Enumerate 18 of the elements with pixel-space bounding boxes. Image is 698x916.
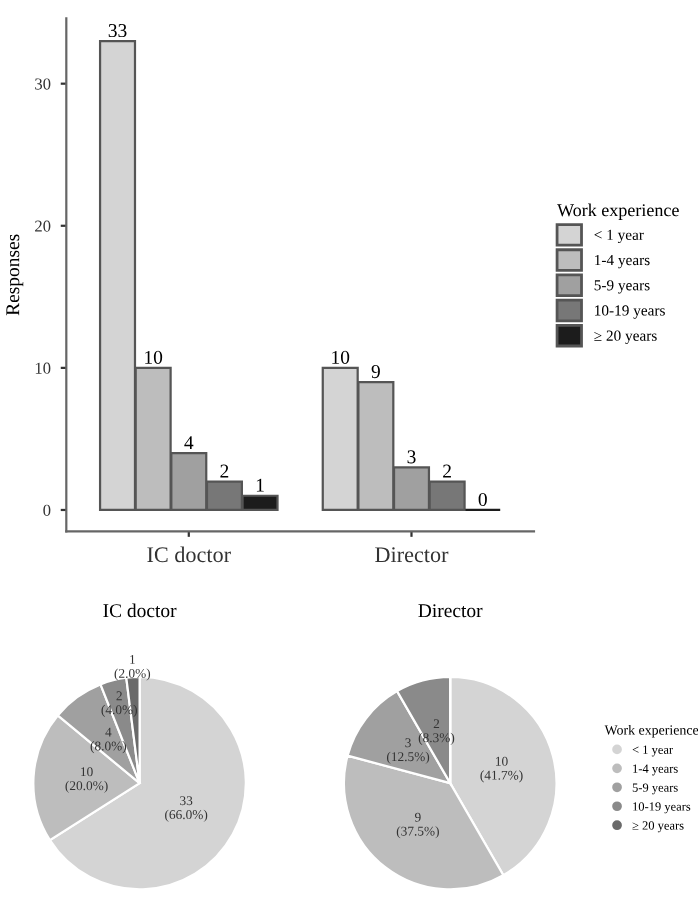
data-label: 2 (443, 464, 451, 478)
y-tick-label: 10 (35, 362, 51, 374)
data-label: 9 (371, 365, 380, 379)
y-axis-title: Responses (6, 234, 24, 316)
data-label: 33 (108, 24, 127, 38)
data-label: 4 (184, 436, 194, 449)
data-label: 3 (407, 450, 416, 464)
y-tick-label: 30 (35, 78, 51, 90)
data-label: 10 (332, 350, 350, 364)
data-label: 0 (478, 492, 487, 507)
data-label: 2 (220, 464, 229, 478)
data-label: 10 (145, 350, 163, 364)
y-tick-label: 0 (43, 504, 51, 516)
chart-title: IC doctor (103, 603, 177, 618)
y-tick-label: 20 (35, 220, 51, 232)
chart-title: Director (418, 604, 483, 618)
data-label: 1 (256, 478, 264, 492)
legend-title: Work experience (557, 203, 679, 220)
